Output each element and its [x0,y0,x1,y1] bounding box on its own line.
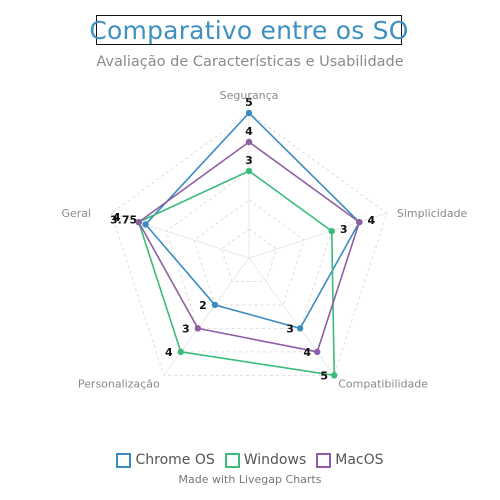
series-1-point-1[interactable] [328,227,335,235]
grid-ring-1 [220,228,278,282]
series-2-point-1[interactable] [356,218,363,226]
series-0-point-3[interactable] [211,301,219,309]
series-1-value-2: 5 [320,369,328,382]
series-line-0 [144,112,361,330]
legend-item-1[interactable]: Windows [224,452,307,468]
axis-label-4: Geral [61,207,91,220]
grid-spoke-4 [110,212,250,259]
series-0-value-4: 3.75 [110,213,137,226]
grid-spoke-1 [248,212,388,259]
grid-spoke-3 [163,257,250,376]
series-2-point-2[interactable] [313,348,321,356]
series-2-point-3[interactable] [194,325,202,332]
chart-title: Comparativo entre os SO [89,15,409,45]
chart-title-box: Comparativo entre os SO [89,15,408,45]
grid-ring-5 [110,112,388,376]
grid-spoke-2 [248,257,335,376]
series-1-value-4: 4 [113,211,121,224]
legend-swatch-1 [224,452,240,468]
series-1-point-2[interactable] [331,372,338,379]
axis-label-3: Personalização [78,377,160,390]
series-0-point-2[interactable] [296,325,304,332]
series-2-point-0[interactable] [245,138,253,146]
grid-ring-2 [193,199,305,306]
legend-swatch-2 [316,452,332,468]
axis-label-1: Simplicidade [397,207,468,220]
series-1-value-0: 3 [245,154,253,167]
series-line-2 [137,141,361,353]
series-0-value-1: 4 [367,214,375,227]
series-1-point-3[interactable] [177,348,185,356]
series-2-point-4[interactable] [135,218,142,226]
series-1-point-0[interactable] [245,167,253,175]
series-2-value-3: 3 [182,322,190,335]
legend-swatch-0 [116,452,132,468]
series-0-value-3: 2 [199,299,207,312]
chart-legend: Chrome OS Windows MacOS [0,452,500,468]
legend-label-1: Windows [243,452,307,468]
series-2-value-0: 4 [245,125,253,138]
axis-label-0: Segurança [220,89,279,102]
series-0-point-4[interactable] [142,221,149,228]
legend-label-0: Chrome OS [135,452,215,468]
series-1-value-3: 4 [165,346,173,359]
legend-item-2[interactable]: MacOS [316,452,384,468]
radar-grid [110,112,388,376]
legend-item-0[interactable]: Chrome OS [116,452,215,468]
axis-label-2: Compatibilidade [338,377,428,390]
radar-labels: Segurança Simplicidade Compatibilidade Pers… [61,89,467,390]
series-0-value-2: 3 [286,322,294,335]
series-2-value-2: 4 [303,346,311,359]
series-2-value-1: 4 [367,214,375,227]
series-2-value-4: 4 [113,211,121,224]
series-1-value-1: 3 [340,223,348,236]
chart-subtitle: Avaliação de Características e Usabilida… [96,54,404,70]
series-0-value-0: 5 [245,96,253,109]
series-0-point-0[interactable] [245,109,253,117]
legend-label-2: MacOS [335,452,384,468]
series-line-1 [137,170,336,377]
credit-text: Made with Livegap Charts [178,473,322,486]
